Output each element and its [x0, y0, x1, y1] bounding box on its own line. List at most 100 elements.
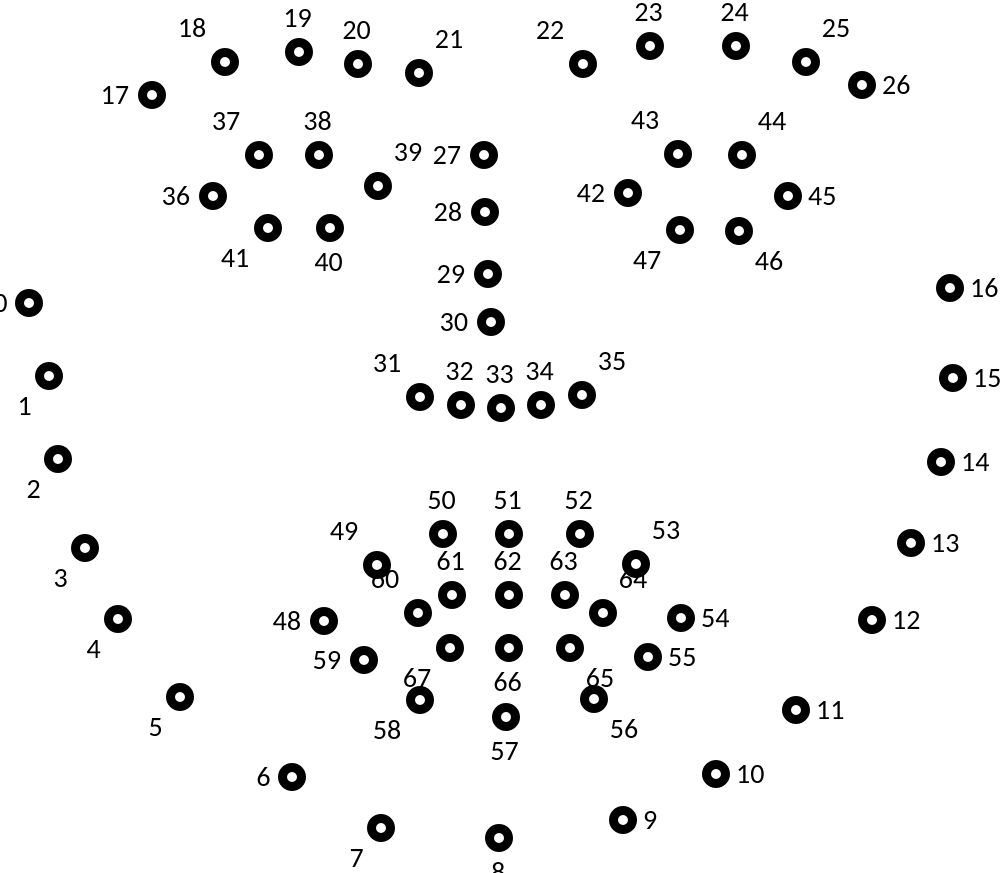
landmark-label: 5 [149, 713, 163, 741]
landmark-ring-icon [897, 529, 925, 557]
landmark-label: 13 [931, 529, 959, 557]
landmark-label: 55 [668, 643, 696, 671]
landmark-label: 48 [273, 607, 301, 635]
landmark-ring-icon [614, 179, 642, 207]
landmark-label: 67 [403, 664, 431, 692]
landmark-ring-icon [939, 364, 967, 392]
landmark-label: 53 [652, 516, 680, 544]
landmark-ring-icon [404, 599, 432, 627]
landmark-label: 16 [970, 274, 998, 302]
landmark-ring-icon [406, 383, 434, 411]
landmark-label: 17 [101, 81, 129, 109]
landmark-label: 46 [755, 247, 783, 275]
landmark-label: 36 [162, 182, 190, 210]
landmark-label: 25 [822, 14, 850, 42]
landmark-ring-icon [44, 445, 72, 473]
landmark-label: 56 [610, 715, 638, 743]
landmark-label: 43 [631, 106, 659, 134]
landmark-label: 0 [0, 289, 8, 317]
landmark-label: 41 [221, 244, 249, 272]
landmark-label: 28 [434, 198, 462, 226]
landmark-label: 30 [440, 308, 468, 336]
landmark-label: 21 [435, 25, 463, 53]
landmark-label: 12 [892, 606, 920, 634]
landmark-ring-icon [492, 703, 520, 731]
landmark-ring-icon [636, 32, 664, 60]
landmark-label: 19 [283, 4, 311, 32]
landmark-label: 65 [586, 664, 614, 692]
landmark-ring-icon [166, 683, 194, 711]
landmark-ring-icon [316, 214, 344, 242]
landmark-ring-icon [447, 391, 475, 419]
landmark-ring-icon [285, 38, 313, 66]
landmark-label: 18 [178, 14, 206, 42]
landmark-label: 7 [350, 844, 364, 872]
landmark-label: 35 [598, 347, 626, 375]
landmark-ring-icon [199, 182, 227, 210]
landmark-label: 6 [256, 763, 270, 791]
landmark-label: 31 [373, 349, 401, 377]
landmark-ring-icon [310, 607, 338, 635]
landmark-label: 29 [437, 260, 465, 288]
landmark-ring-icon [138, 81, 166, 109]
landmark-ring-icon [782, 696, 810, 724]
landmark-label: 26 [882, 71, 910, 99]
landmark-label: 62 [493, 547, 521, 575]
landmark-ring-icon [722, 32, 750, 60]
landmark-ring-icon [344, 50, 372, 78]
landmark-ring-icon [104, 605, 132, 633]
landmark-ring-icon [470, 141, 498, 169]
landmark-label: 22 [536, 16, 564, 44]
landmark-label: 9 [643, 806, 657, 834]
landmark-ring-icon [609, 806, 637, 834]
landmark-ring-icon [702, 760, 730, 788]
landmark-label: 24 [720, 0, 748, 26]
landmark-label: 66 [493, 668, 521, 696]
landmark-ring-icon [474, 260, 502, 288]
landmark-ring-icon [495, 634, 523, 662]
landmark-ring-icon [471, 198, 499, 226]
landmark-ring-icon [568, 381, 596, 409]
landmark-label: 59 [313, 646, 341, 674]
landmark-ring-icon [15, 289, 43, 317]
landmark-label: 4 [87, 635, 101, 663]
landmark-ring-icon [405, 59, 433, 87]
landmark-ring-icon [667, 604, 695, 632]
landmark-label: 11 [816, 696, 844, 724]
landmark-diagram: 0123456789101112131415161718192021222324… [0, 0, 1000, 873]
landmark-label: 57 [490, 737, 518, 765]
landmark-ring-icon [527, 391, 555, 419]
landmark-ring-icon [305, 141, 333, 169]
landmark-ring-icon [477, 308, 505, 336]
landmark-ring-icon [245, 141, 273, 169]
landmark-label: 58 [373, 716, 401, 744]
landmark-label: 63 [549, 547, 577, 575]
landmark-label: 14 [961, 448, 989, 476]
landmark-label: 37 [212, 107, 240, 135]
landmark-ring-icon [927, 448, 955, 476]
landmark-label: 51 [493, 486, 521, 514]
landmark-ring-icon [487, 394, 515, 422]
landmark-ring-icon [664, 140, 692, 168]
landmark-label: 10 [736, 760, 764, 788]
landmark-ring-icon [725, 217, 753, 245]
landmark-ring-icon [589, 599, 617, 627]
landmark-label: 3 [54, 564, 68, 592]
landmark-label: 40 [314, 248, 342, 276]
landmark-ring-icon [858, 606, 886, 634]
landmark-label: 1 [18, 392, 32, 420]
landmark-label: 61 [436, 547, 464, 575]
landmark-label: 54 [701, 604, 729, 632]
landmark-ring-icon [367, 814, 395, 842]
landmark-ring-icon [254, 214, 282, 242]
landmark-ring-icon [551, 581, 579, 609]
landmark-ring-icon [71, 534, 99, 562]
landmark-ring-icon [485, 824, 513, 852]
landmark-label: 50 [427, 486, 455, 514]
landmark-ring-icon [278, 763, 306, 791]
landmark-label: 33 [485, 360, 513, 388]
landmark-label: 32 [445, 357, 473, 385]
landmark-label: 34 [525, 357, 553, 385]
landmark-ring-icon [438, 581, 466, 609]
landmark-ring-icon [634, 643, 662, 671]
